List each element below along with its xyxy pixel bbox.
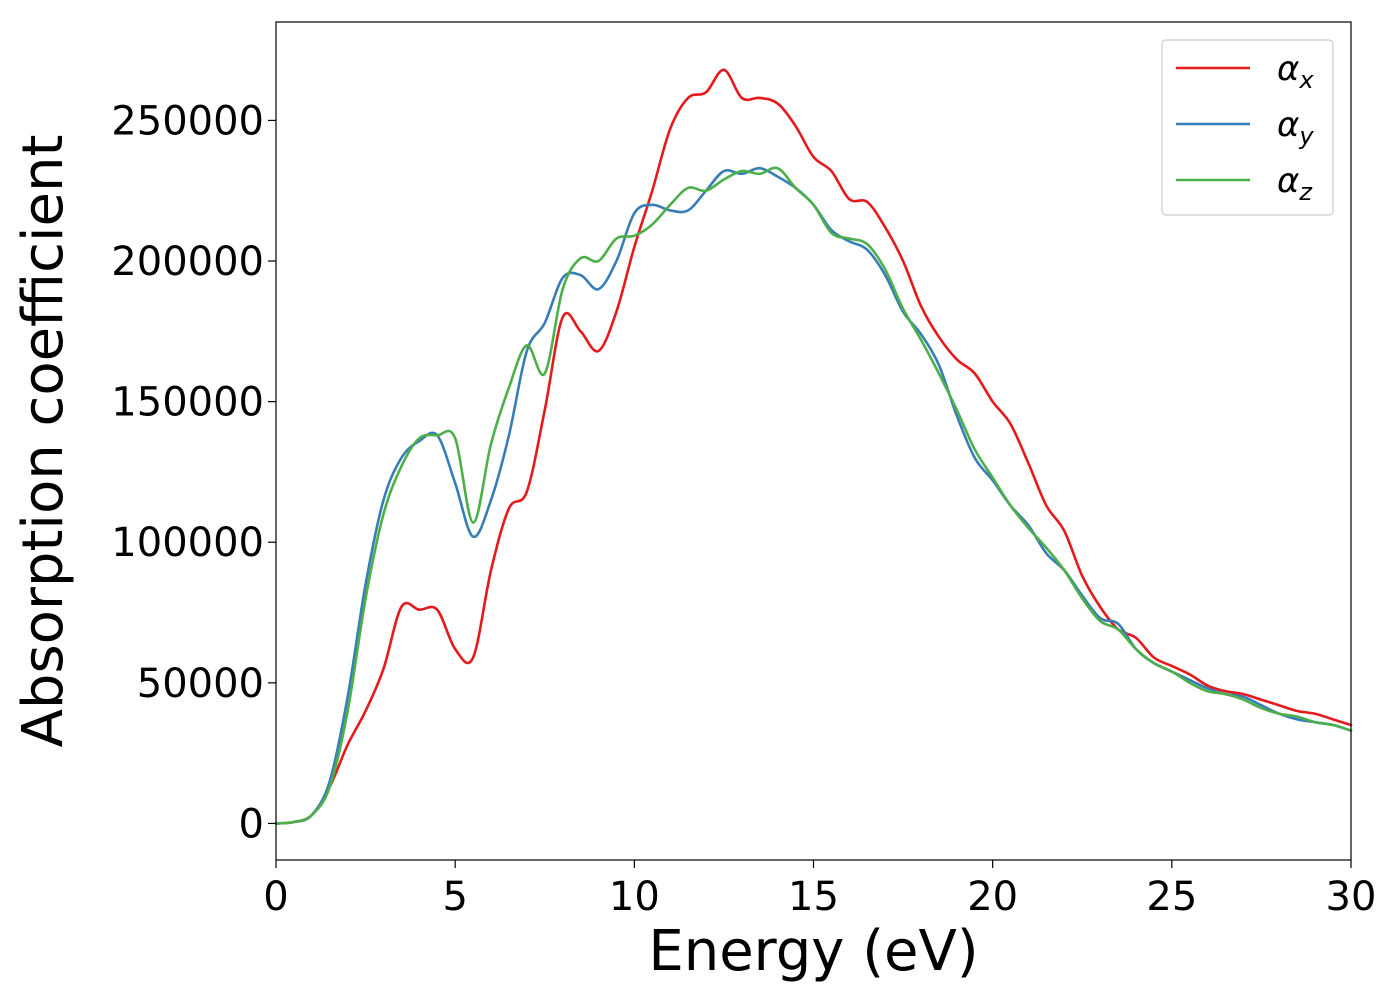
y-tick-label: 250000 xyxy=(111,98,264,144)
legend: αx αy αz xyxy=(1161,39,1334,216)
legend-label-z: αz xyxy=(1277,161,1313,206)
legend-label-y: αy xyxy=(1277,105,1314,150)
y-tick-label: 100000 xyxy=(111,520,264,566)
x-axis-label: Energy (eV) xyxy=(648,919,978,984)
x-tick-label: 25 xyxy=(1146,874,1197,920)
legend-label-x: αx xyxy=(1277,49,1314,94)
series-line-z xyxy=(274,166,1353,825)
y-tick-label: 50000 xyxy=(137,661,264,707)
y-tick-label: 150000 xyxy=(111,380,264,426)
series-line-x xyxy=(274,68,1353,825)
x-tick-label: 0 xyxy=(263,874,288,920)
x-tick-label: 20 xyxy=(967,874,1018,920)
x-tick-label: 10 xyxy=(609,874,660,920)
x-axis-ticks: 0 5 10 15 20 25 30 xyxy=(263,860,1376,920)
legend-box xyxy=(1161,39,1334,216)
y-tick-label: 200000 xyxy=(111,239,264,285)
y-axis-label: Absorption coefficient xyxy=(11,135,76,748)
x-tick-label: 30 xyxy=(1326,874,1377,920)
y-axis-ticks: 0 50000 100000 150000 200000 250000 xyxy=(111,98,276,847)
x-tick-label: 15 xyxy=(788,874,839,920)
plot-area xyxy=(274,21,1353,861)
x-tick-label: 5 xyxy=(442,874,467,920)
y-tick-label: 0 xyxy=(239,801,264,847)
